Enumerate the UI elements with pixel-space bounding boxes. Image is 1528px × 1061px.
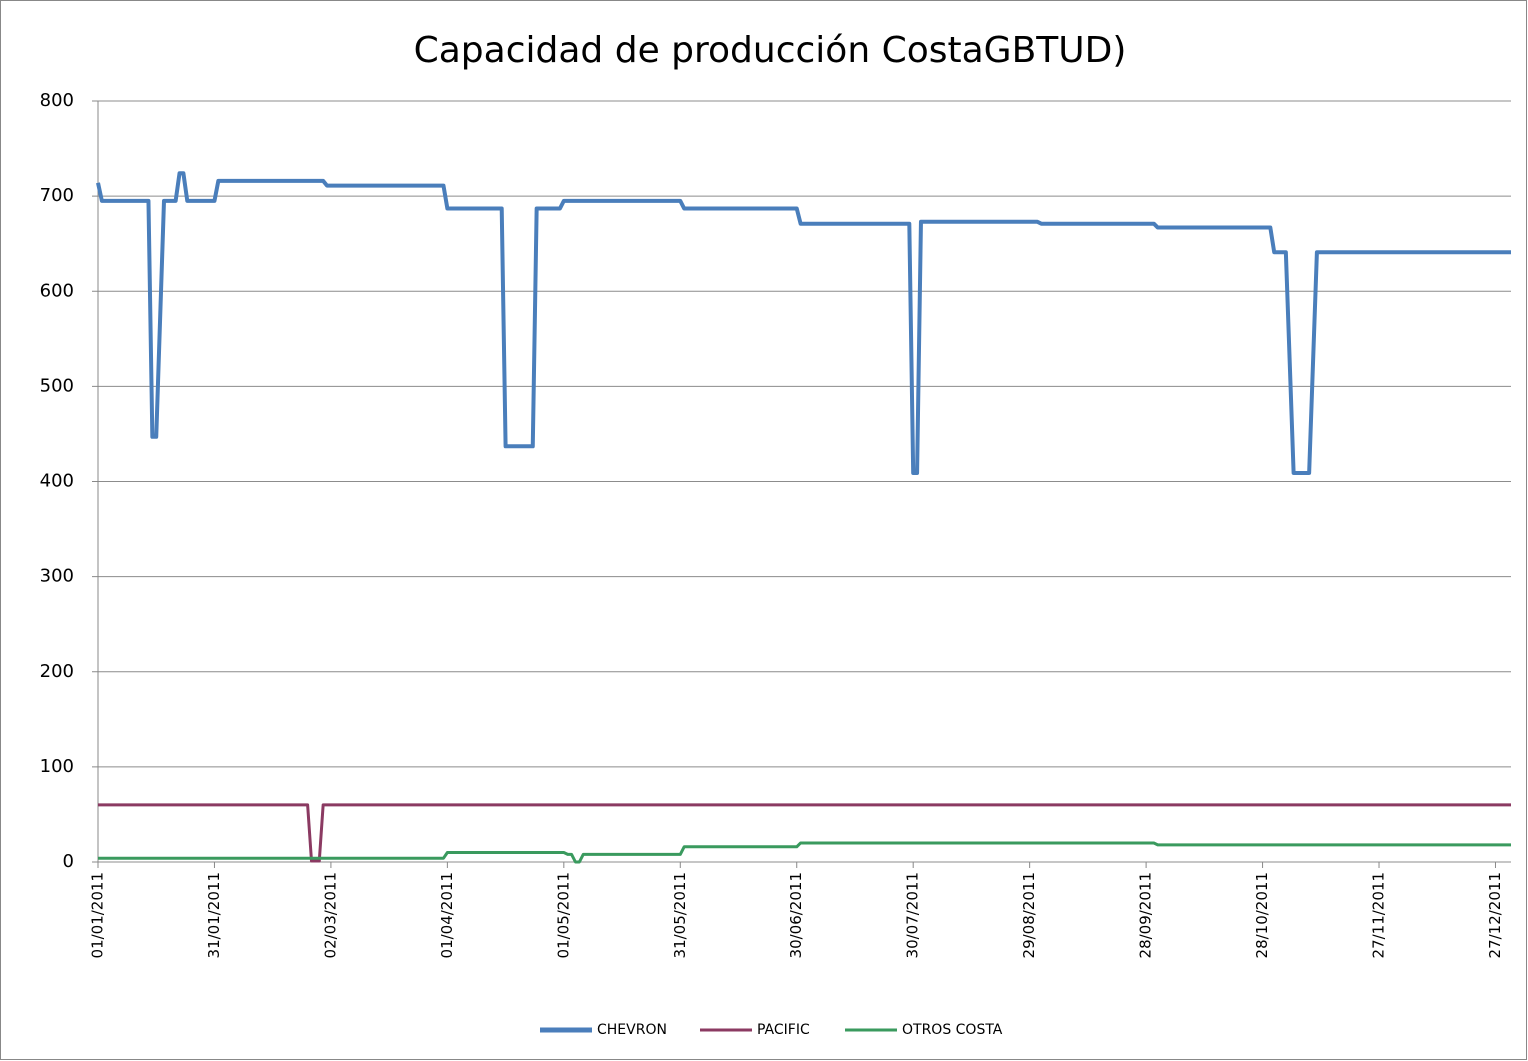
- x-tick-label: 01/04/2011: [438, 872, 456, 958]
- x-tick-label: 29/08/2011: [1020, 872, 1038, 958]
- x-tick-label: 01/05/2011: [554, 872, 572, 958]
- legend-label: CHEVRON: [597, 1022, 667, 1038]
- y-tick-label: 300: [40, 566, 74, 587]
- x-tick-label: 31/05/2011: [671, 872, 689, 958]
- y-tick-label: 500: [40, 375, 74, 396]
- legend-label: OTROS COSTA: [902, 1022, 1003, 1038]
- x-tick-label: 01/01/2011: [89, 872, 107, 958]
- y-tick-label: 800: [40, 90, 74, 111]
- y-tick-label: 700: [40, 185, 74, 206]
- series-line: [98, 841, 1511, 864]
- series-line: [98, 803, 1511, 863]
- x-tick-label: 27/11/2011: [1370, 872, 1388, 958]
- x-tick-label: 30/07/2011: [904, 872, 922, 958]
- y-tick-label: 600: [40, 280, 74, 301]
- x-tick-label: 31/01/2011: [205, 872, 223, 958]
- y-tick-label: 400: [40, 471, 74, 492]
- chart-title: Capacidad de producción CostaGBTUD): [414, 30, 1127, 71]
- y-tick-label: 0: [63, 851, 74, 872]
- y-tick-label: 200: [40, 661, 74, 682]
- x-tick-label: 27/12/2011: [1486, 872, 1504, 958]
- x-tick-label: 02/03/2011: [321, 872, 339, 958]
- series-line: [96, 171, 1511, 475]
- y-tick-label: 100: [40, 756, 74, 777]
- x-tick-label: 30/06/2011: [787, 872, 805, 958]
- x-tick-label: 28/09/2011: [1137, 872, 1155, 958]
- x-tick-label: 28/10/2011: [1253, 872, 1271, 958]
- legend-label: PACIFIC: [757, 1022, 810, 1038]
